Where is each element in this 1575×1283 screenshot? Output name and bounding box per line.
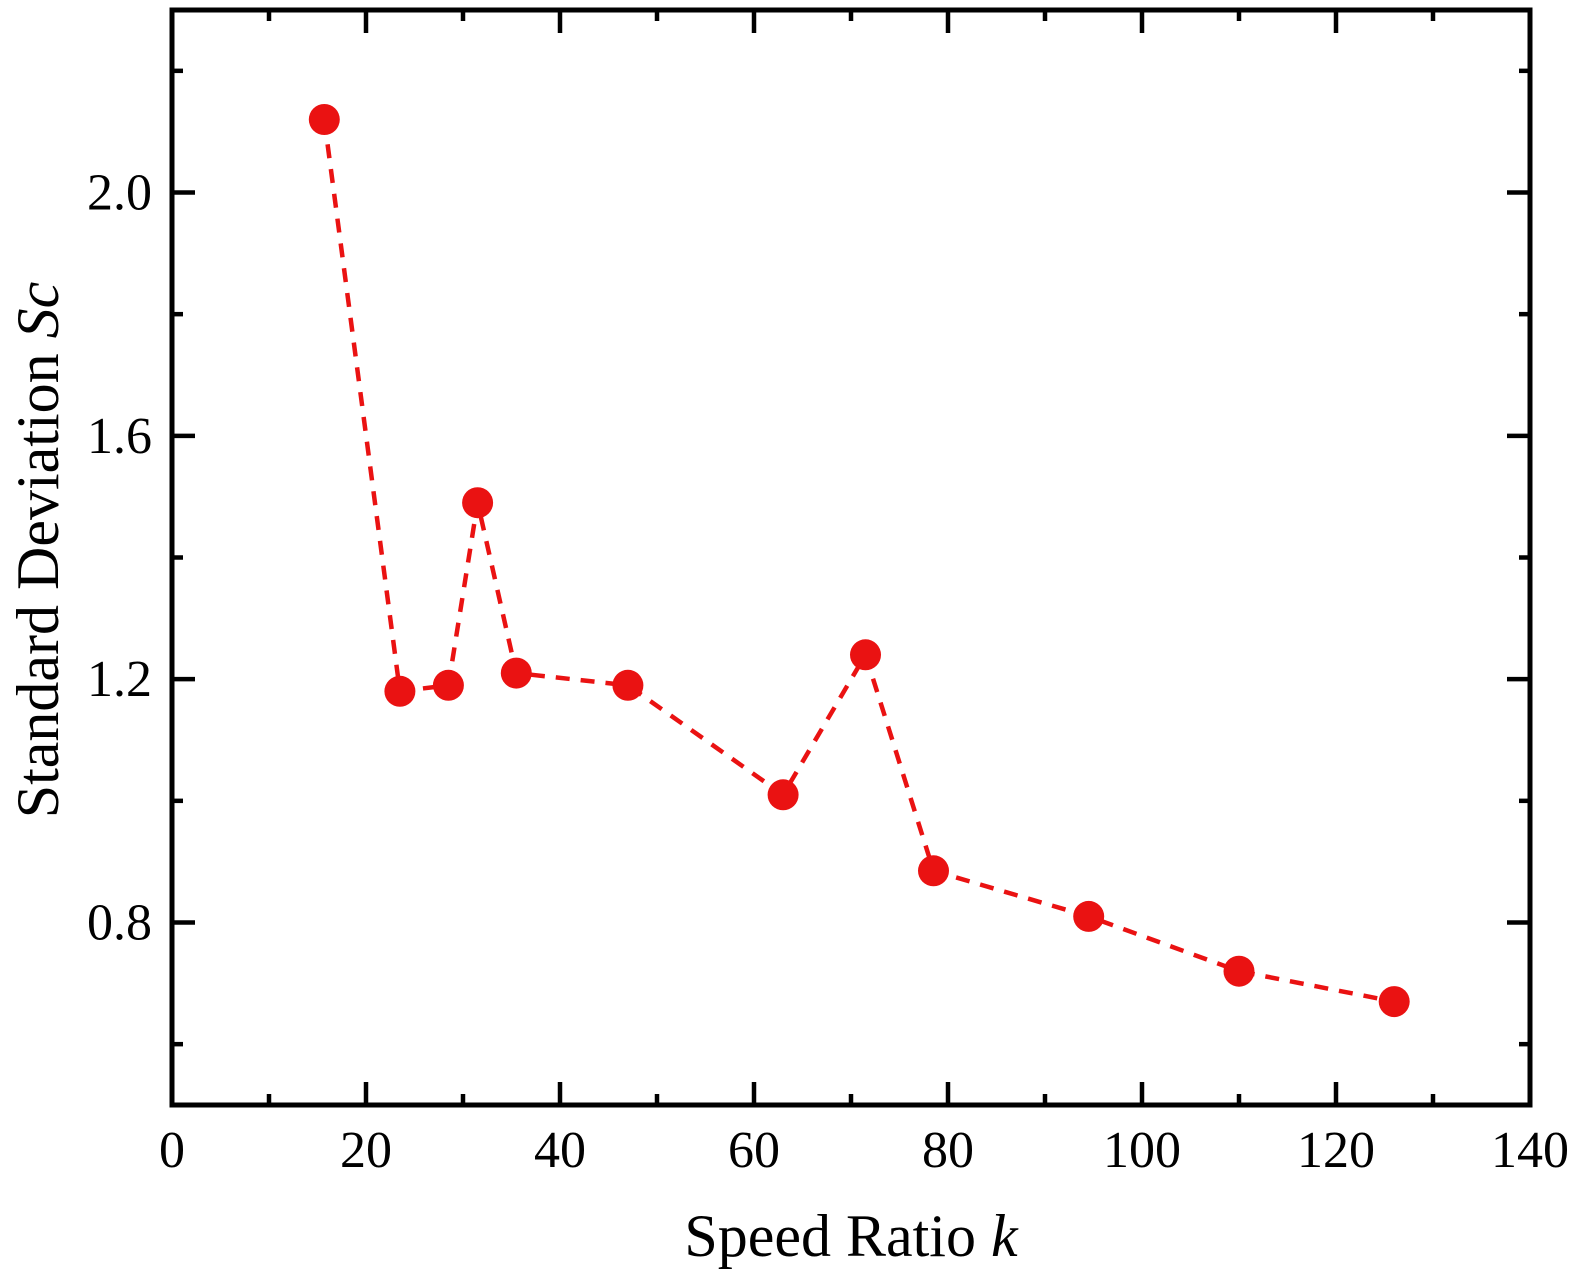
data-point — [612, 669, 644, 701]
x-tick-label: 40 — [534, 1122, 586, 1179]
y-tick-label: 0.8 — [87, 895, 152, 952]
data-point — [384, 675, 416, 707]
x-axis-title-symbol: k — [991, 1203, 1019, 1269]
y-tick-label: 1.6 — [87, 408, 152, 465]
data-point — [432, 669, 464, 701]
y-axis-title-text: Standard Deviation — [5, 353, 71, 818]
x-tick-label: 120 — [1297, 1122, 1375, 1179]
x-tick-label: 140 — [1491, 1122, 1569, 1179]
y-axis-title: Standard Deviation Sc — [5, 282, 71, 819]
y-axis-title-symbol: Sc — [5, 282, 71, 339]
x-tick-label: 0 — [159, 1122, 185, 1179]
x-axis-title: Speed Ratio k — [684, 1203, 1019, 1269]
data-point — [308, 104, 340, 135]
data-point — [1378, 986, 1410, 1018]
x-tick-label: 60 — [728, 1122, 780, 1179]
data-point — [767, 779, 799, 811]
data-point — [500, 657, 532, 689]
x-tick-label: 20 — [340, 1122, 392, 1179]
plot-frame — [169, 7, 1533, 1108]
y-tick-label: 1.2 — [87, 651, 152, 708]
data-point — [1073, 900, 1105, 932]
x-tick-label: 80 — [922, 1122, 974, 1179]
data-point — [850, 639, 881, 671]
x-axis-title-text: Speed Ratio — [684, 1203, 976, 1269]
y-tick-label: 2.0 — [87, 165, 152, 222]
data-point — [918, 855, 949, 887]
series-line — [322, 119, 1395, 1004]
data-point — [462, 487, 494, 519]
data-point — [1223, 955, 1255, 987]
x-tick-label: 100 — [1103, 1122, 1181, 1179]
